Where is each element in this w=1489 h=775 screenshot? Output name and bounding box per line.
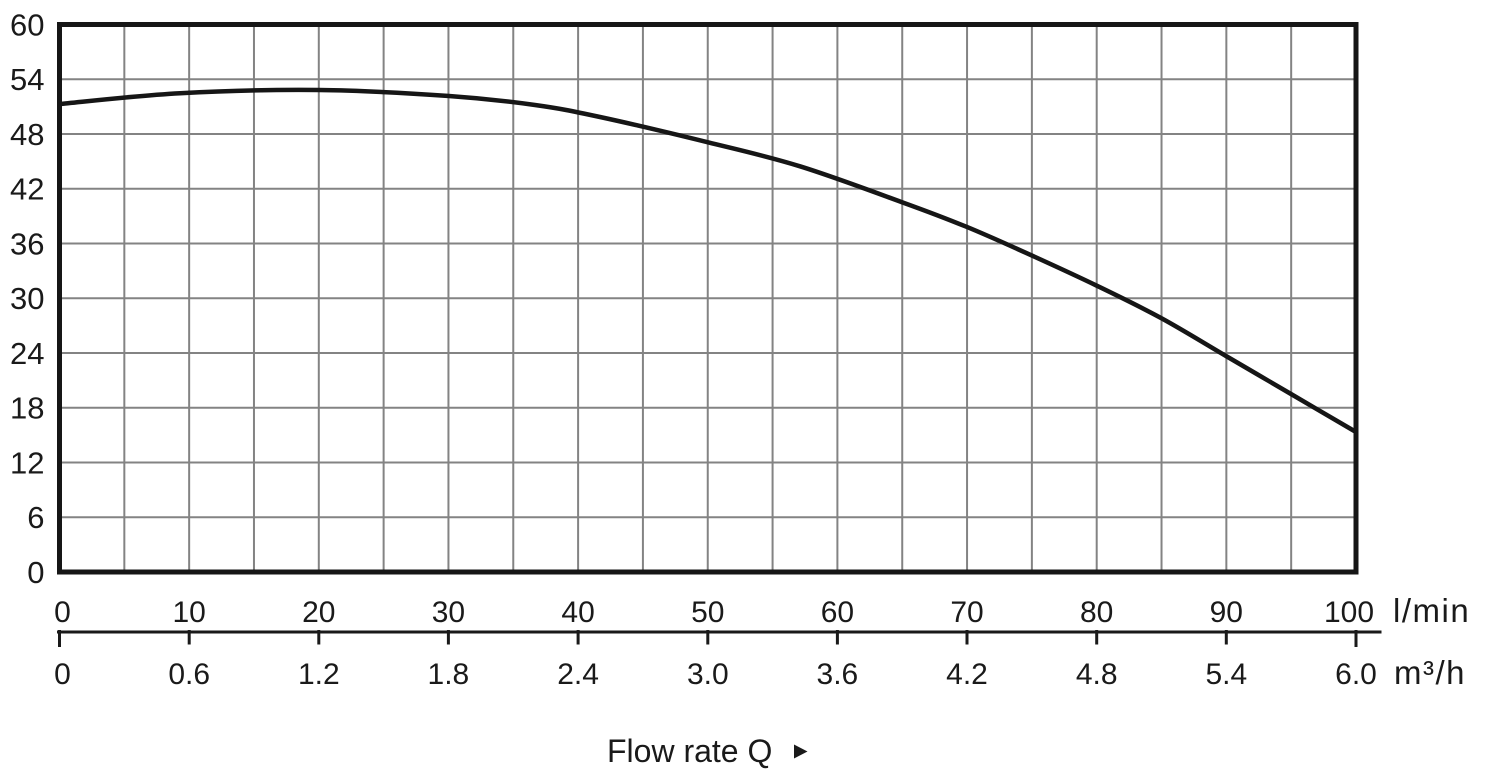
svg-text:0.6: 0.6	[168, 658, 210, 691]
svg-text:54: 54	[10, 62, 44, 97]
svg-text:30: 30	[432, 596, 465, 629]
svg-text:50: 50	[691, 596, 724, 629]
svg-text:3.0: 3.0	[687, 658, 729, 691]
svg-text:80: 80	[1080, 596, 1113, 629]
svg-text:70: 70	[950, 596, 983, 629]
svg-text:60: 60	[821, 596, 854, 629]
svg-text:4.2: 4.2	[946, 658, 988, 691]
svg-text:5.4: 5.4	[1205, 658, 1247, 691]
svg-text:48: 48	[10, 117, 44, 152]
svg-text:2.4: 2.4	[557, 658, 599, 691]
svg-text:m³/h: m³/h	[1394, 654, 1466, 691]
svg-text:40: 40	[561, 596, 594, 629]
svg-text:3.6: 3.6	[817, 658, 859, 691]
svg-text:Flow rate Q: Flow rate Q	[607, 733, 772, 769]
svg-text:90: 90	[1210, 596, 1243, 629]
svg-text:0: 0	[54, 658, 71, 691]
svg-text:12: 12	[10, 445, 44, 480]
svg-text:4.8: 4.8	[1076, 658, 1118, 691]
svg-text:60: 60	[10, 7, 44, 42]
svg-text:1.8: 1.8	[428, 658, 470, 691]
svg-text:42: 42	[10, 172, 44, 207]
svg-text:20: 20	[302, 596, 335, 629]
svg-text:100: 100	[1324, 596, 1374, 629]
svg-text:36: 36	[10, 226, 44, 261]
svg-text:6.0: 6.0	[1335, 658, 1377, 691]
svg-text:18: 18	[10, 391, 44, 426]
svg-text:1.2: 1.2	[298, 658, 340, 691]
svg-text:30: 30	[10, 281, 44, 316]
svg-text:10: 10	[173, 596, 206, 629]
svg-text:24: 24	[10, 336, 44, 371]
svg-text:0: 0	[27, 555, 44, 590]
svg-text:6: 6	[27, 500, 44, 535]
svg-text:0: 0	[54, 596, 71, 629]
svg-text:l/min: l/min	[1393, 592, 1470, 629]
